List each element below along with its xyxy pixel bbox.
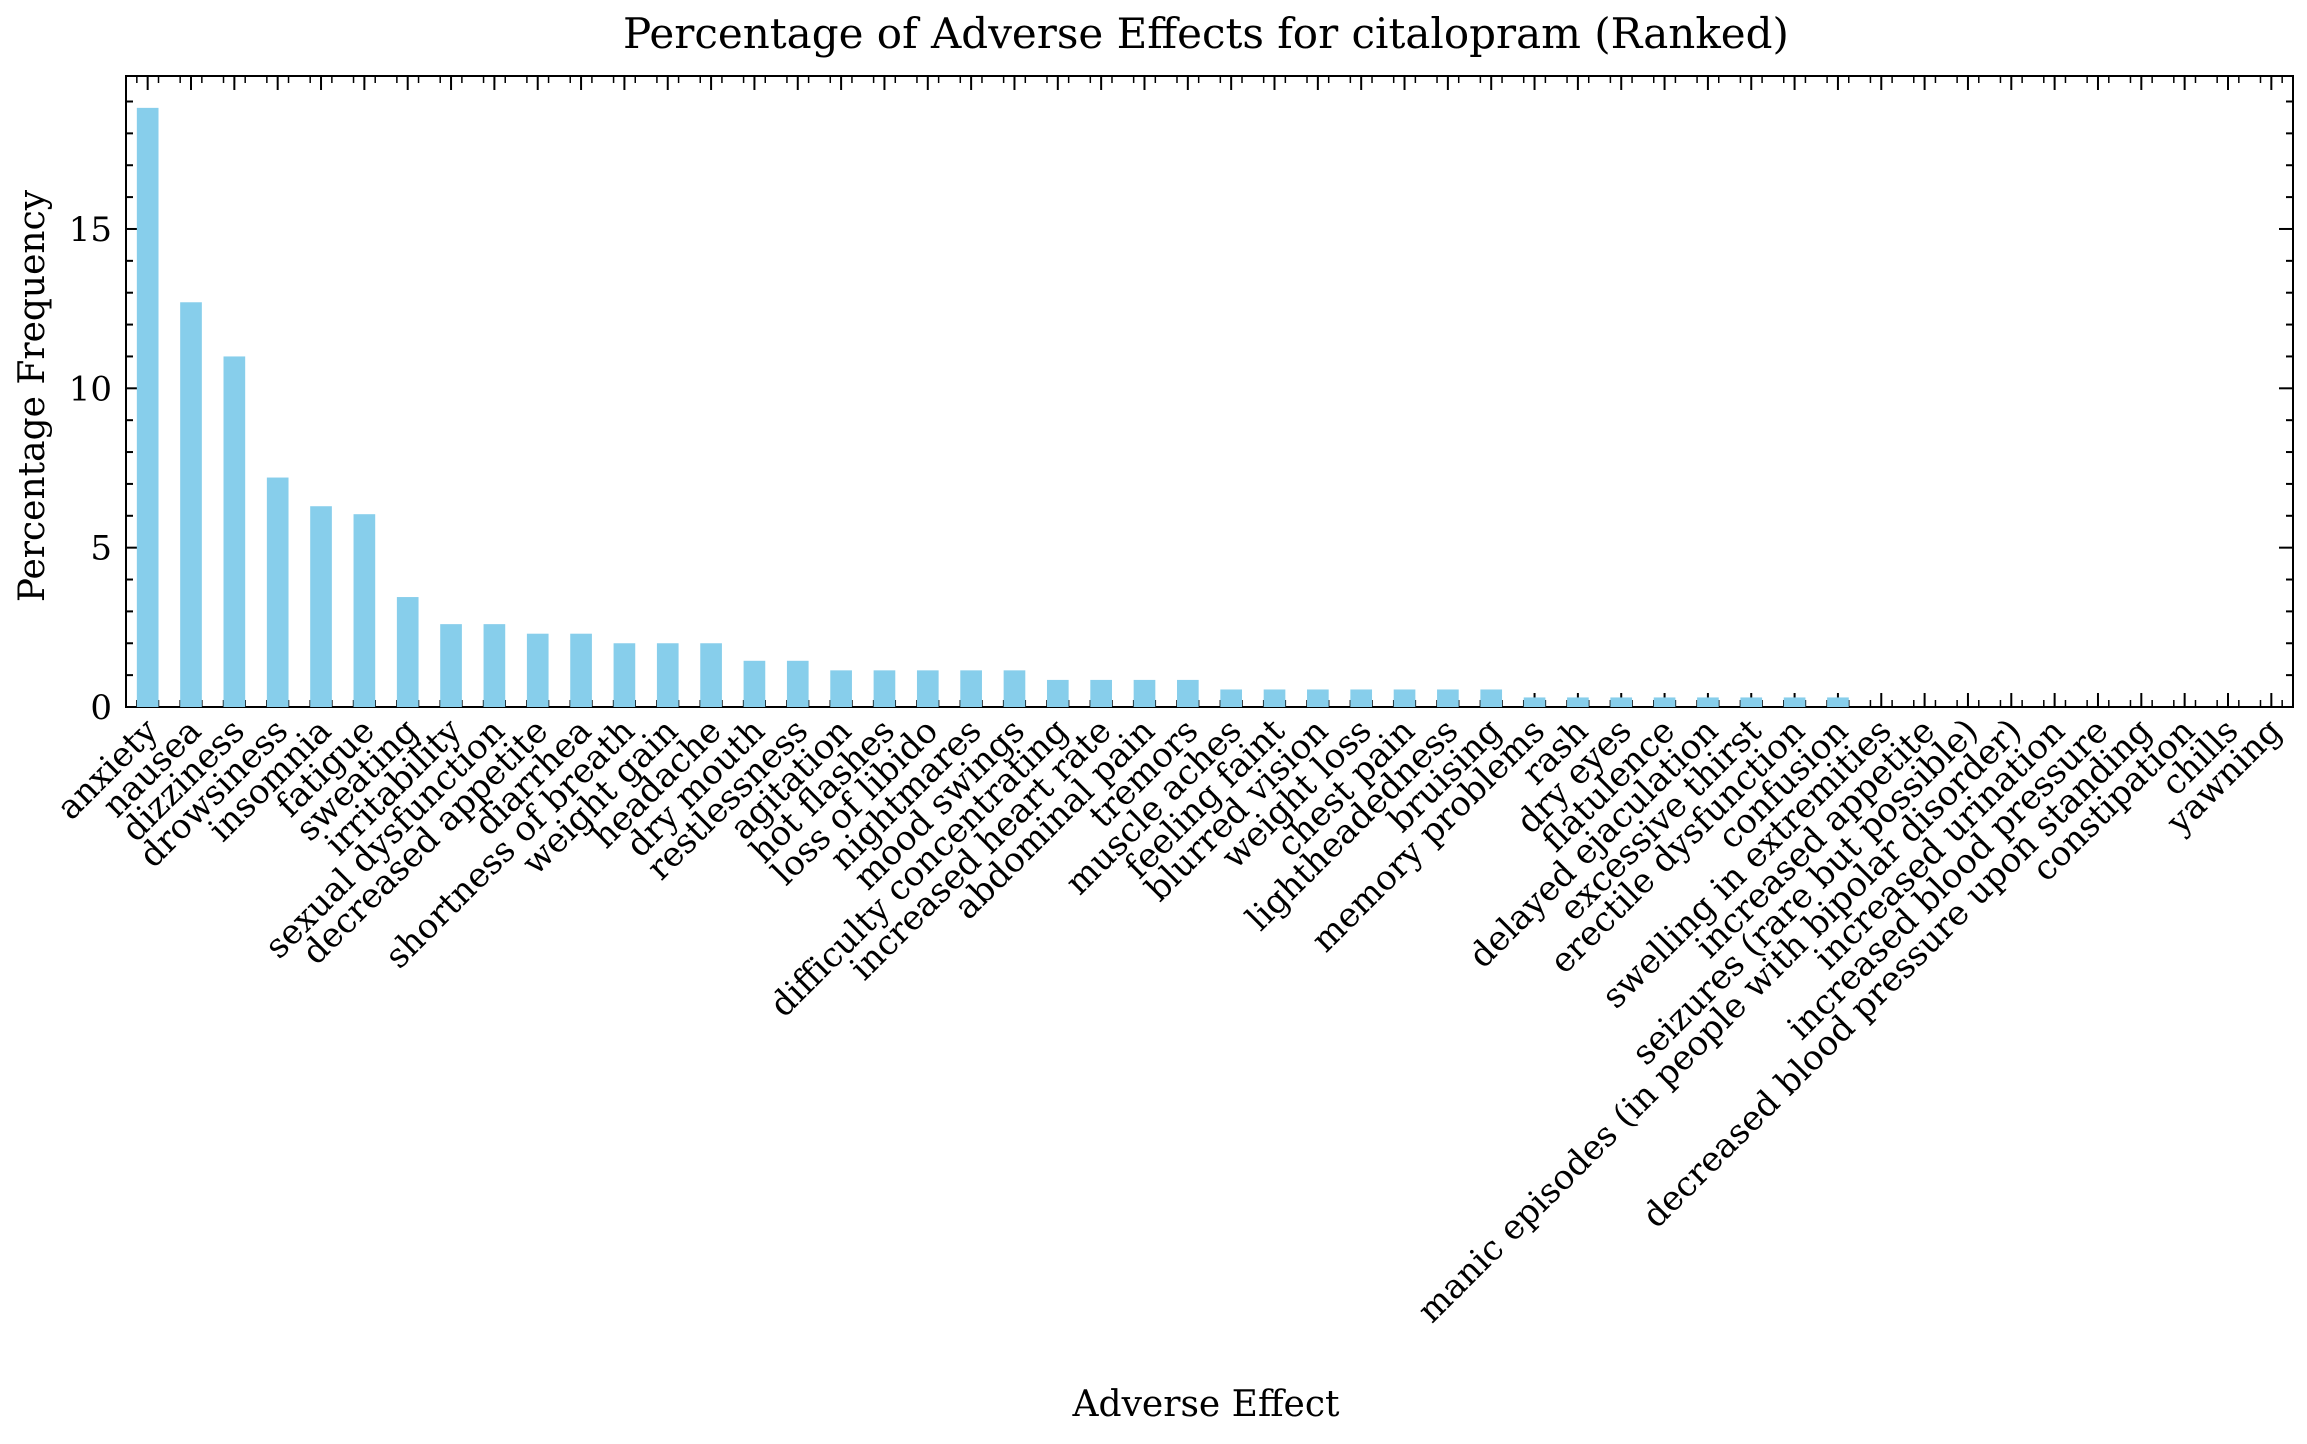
y-tick-label: 15 [69, 210, 112, 250]
bar-hot-flashes [873, 670, 896, 707]
bar-decreased-appetite [526, 633, 549, 707]
bar-abdominal-pain [1133, 679, 1156, 707]
bar-flatulence [1653, 697, 1676, 707]
plot-area-border [125, 75, 2294, 708]
bar-restlessness [786, 660, 809, 707]
bar-diarrhea [570, 633, 592, 707]
bar-tremors [1176, 679, 1199, 707]
bar-excessive-thirst [1740, 697, 1763, 707]
bar-mood-swings [1003, 670, 1026, 707]
bar-weight-gain [656, 643, 679, 707]
bar-nausea [180, 302, 202, 707]
y-tick-label: 0 [90, 688, 112, 728]
bar-erectile-dysfunction [1783, 697, 1806, 707]
bar-drowsiness [266, 477, 289, 707]
bar-sweating [396, 597, 419, 707]
bar-insomnia [310, 506, 332, 707]
bar-agitation [830, 670, 852, 707]
bar-sexual-dysfunction [483, 624, 506, 707]
bar-feeling-faint [1263, 689, 1286, 707]
bar-lightheadedness [1437, 689, 1459, 707]
bar-loss-of-libido [916, 670, 939, 707]
bar-weight-loss [1350, 689, 1373, 707]
bar-difficulty-concentrating [1046, 679, 1069, 707]
bar-irritability [440, 624, 462, 707]
chart-title: Percentage of Adverse Effects for citalo… [623, 9, 1789, 58]
bar-fatigue [353, 514, 376, 707]
y-tick-label: 5 [90, 529, 112, 569]
x-tick-labels: anxietynauseadizzinessdrowsinessinsomnia… [49, 711, 2289, 1331]
bar-dry-eyes [1610, 697, 1633, 707]
y-tick-labels: 0 5 10 15 [69, 210, 112, 728]
bar-confusion [1827, 697, 1849, 707]
y-axis-ticks [126, 100, 2293, 708]
bar-headache [700, 643, 722, 707]
bar-memory-problems [1523, 697, 1546, 707]
bar-nightmares [960, 670, 982, 707]
bars [136, 107, 1849, 707]
bar-rash [1567, 697, 1589, 707]
bar-increased-heart-rate [1090, 679, 1112, 707]
bar-bruising [1480, 689, 1503, 707]
bar-dry-mouth [743, 660, 766, 707]
bar-blurred-vision [1307, 689, 1329, 707]
bar-muscle-aches [1220, 689, 1243, 707]
bar-delayed-ejaculation [1697, 697, 1719, 707]
x-axis-label: Adverse Effect [1072, 1384, 1340, 1425]
bar-dizziness [223, 356, 246, 707]
bar-shortness-of-breath [613, 643, 636, 707]
bar-chest-pain [1393, 689, 1416, 707]
y-axis-label: Percentage Frequency [12, 189, 53, 602]
bar-anxiety [136, 107, 159, 707]
plot-frame [125, 75, 2294, 708]
x-axis-ticks [136, 76, 2283, 707]
y-tick-label: 10 [69, 369, 112, 409]
